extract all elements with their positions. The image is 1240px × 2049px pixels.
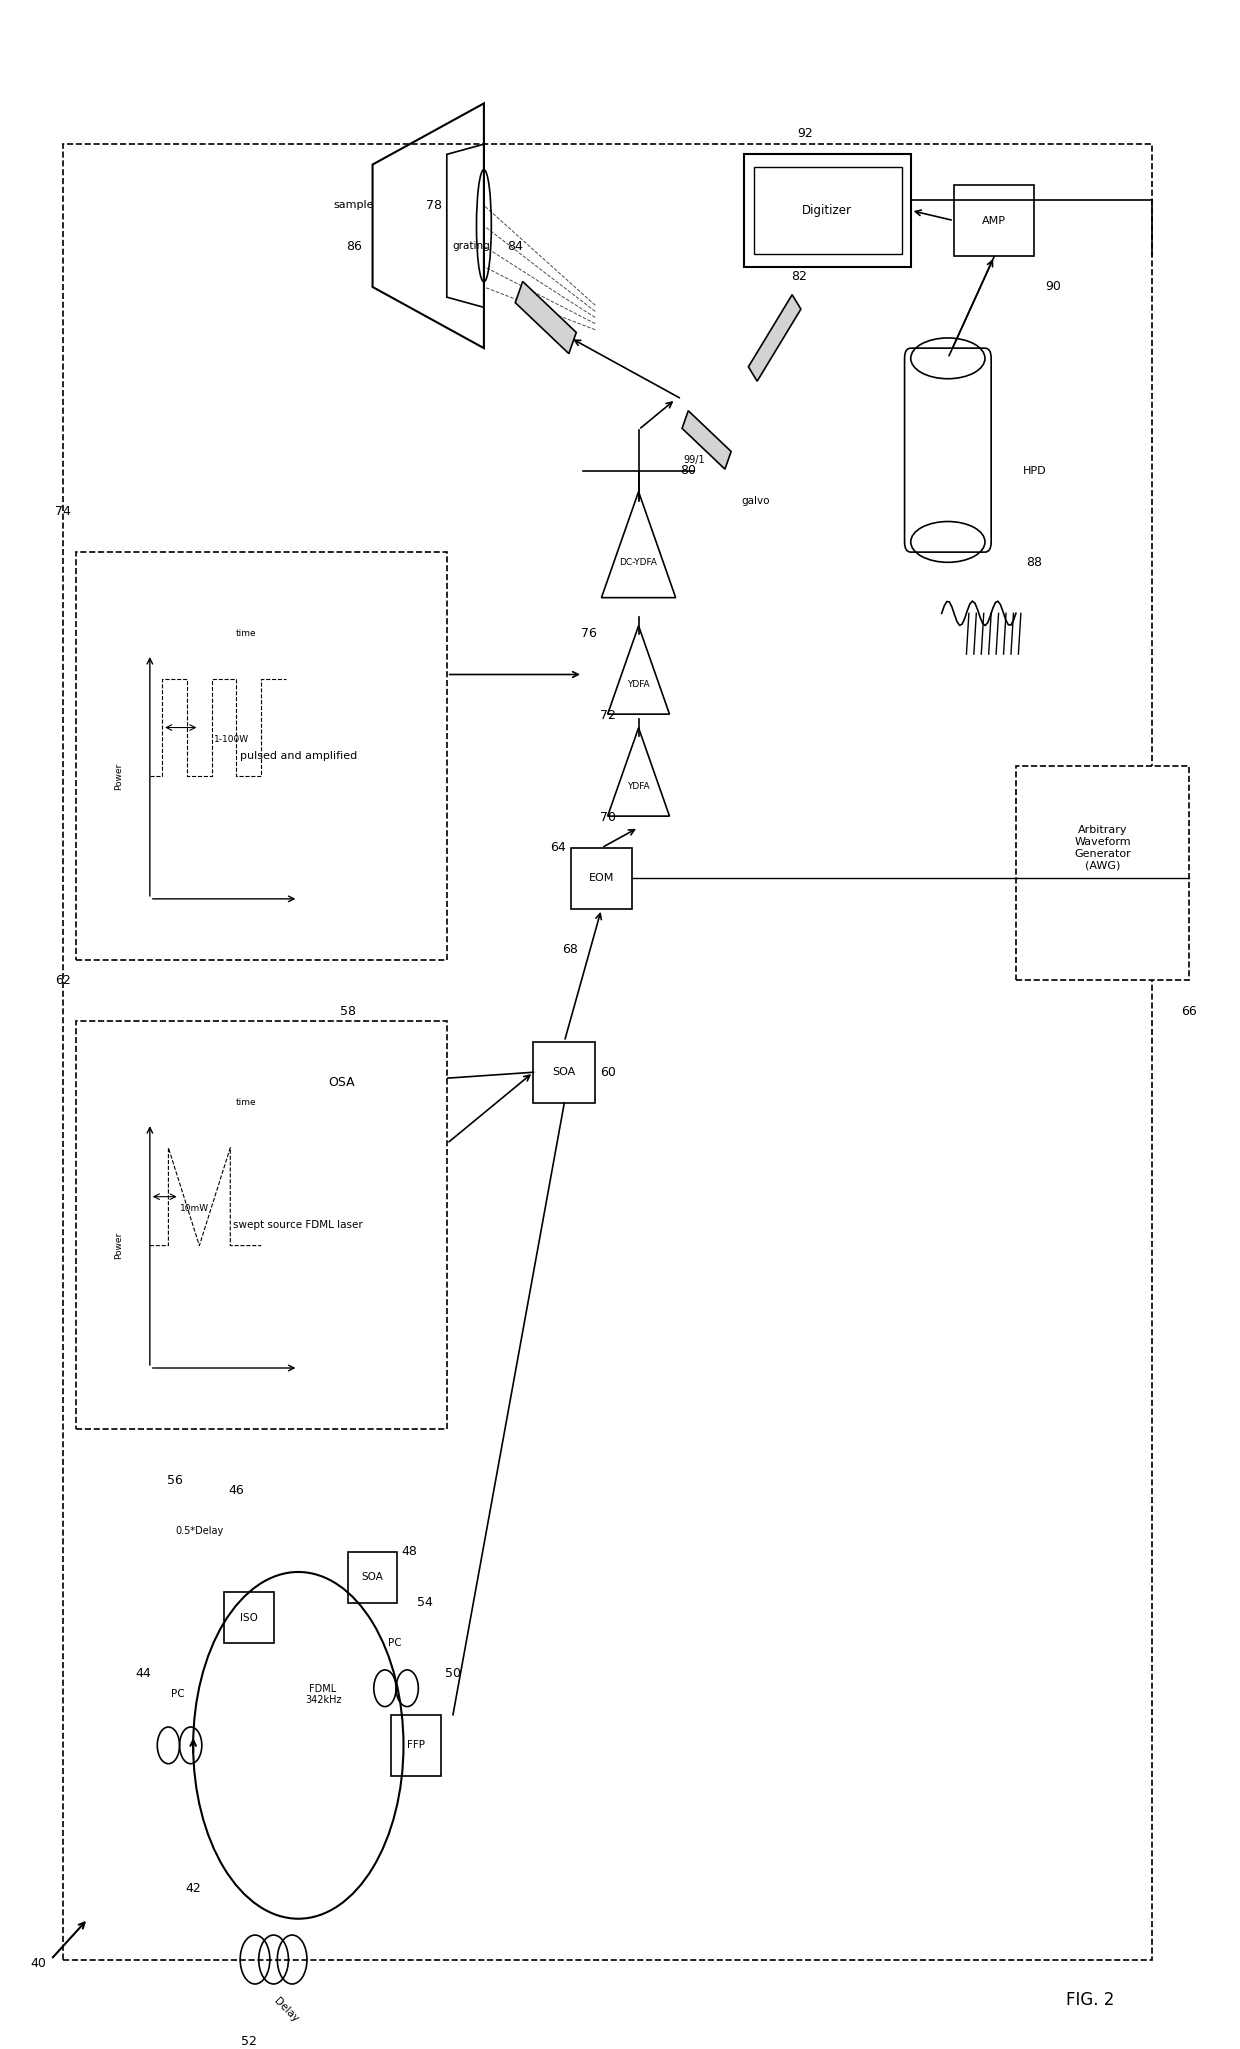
Text: time: time	[236, 1098, 257, 1106]
Text: 40: 40	[31, 1957, 46, 1969]
FancyBboxPatch shape	[63, 143, 1152, 1959]
FancyBboxPatch shape	[347, 1551, 397, 1602]
Text: Power: Power	[114, 1231, 124, 1260]
FancyBboxPatch shape	[904, 348, 991, 551]
FancyBboxPatch shape	[76, 551, 446, 961]
Text: 78: 78	[427, 199, 443, 211]
Text: FIG. 2: FIG. 2	[1066, 1992, 1115, 2010]
Text: 82: 82	[791, 270, 807, 283]
Text: PC: PC	[388, 1639, 402, 1647]
Text: 90: 90	[1045, 281, 1061, 293]
Text: HPD: HPD	[1023, 465, 1047, 475]
Text: 64: 64	[551, 842, 565, 854]
Text: FDML
342kHz: FDML 342kHz	[305, 1684, 341, 1705]
Text: 84: 84	[507, 240, 523, 252]
Text: 80: 80	[680, 463, 696, 477]
Text: 60: 60	[600, 1065, 615, 1078]
Text: 44: 44	[136, 1668, 151, 1680]
Text: pulsed and amplified: pulsed and amplified	[239, 752, 357, 760]
FancyBboxPatch shape	[224, 1592, 274, 1643]
Text: 52: 52	[241, 2035, 257, 2047]
Text: time: time	[236, 629, 257, 637]
Text: 68: 68	[563, 943, 578, 957]
Text: SOA: SOA	[362, 1572, 383, 1582]
Text: 46: 46	[228, 1483, 244, 1498]
FancyBboxPatch shape	[533, 1041, 595, 1102]
Text: PC: PC	[171, 1688, 185, 1699]
FancyBboxPatch shape	[954, 184, 1034, 256]
Text: 66: 66	[1182, 1004, 1197, 1018]
Text: 92: 92	[797, 127, 813, 141]
Text: 58: 58	[340, 1004, 356, 1018]
Text: 70: 70	[600, 811, 615, 824]
FancyBboxPatch shape	[754, 166, 901, 254]
Text: AMP: AMP	[982, 215, 1006, 225]
FancyBboxPatch shape	[744, 154, 910, 266]
Text: Delay: Delay	[272, 1996, 300, 2024]
Text: 0.5*Delay: 0.5*Delay	[175, 1527, 223, 1537]
Text: FFP: FFP	[407, 1740, 425, 1750]
Text: YDFA: YDFA	[627, 783, 650, 791]
Text: Power: Power	[114, 762, 124, 791]
Bar	[749, 295, 801, 381]
FancyBboxPatch shape	[1016, 766, 1189, 981]
Text: 50: 50	[445, 1668, 461, 1680]
Text: 10mW: 10mW	[180, 1205, 210, 1213]
Text: OSA: OSA	[329, 1076, 355, 1088]
Text: SOA: SOA	[553, 1068, 575, 1078]
Text: Digitizer: Digitizer	[802, 205, 852, 217]
Text: Arbitrary
Waveform
Generator
(AWG): Arbitrary Waveform Generator (AWG)	[1074, 826, 1131, 871]
Text: 99/1: 99/1	[683, 455, 706, 465]
Bar	[516, 281, 577, 354]
Text: swept source FDML laser: swept source FDML laser	[233, 1221, 363, 1229]
Text: sample: sample	[334, 201, 374, 211]
Text: 86: 86	[346, 240, 362, 252]
Text: 72: 72	[600, 709, 615, 721]
Text: 1-100W: 1-100W	[215, 736, 249, 744]
Text: 56: 56	[166, 1473, 182, 1488]
Text: EOM: EOM	[589, 873, 614, 883]
Text: 76: 76	[582, 627, 596, 639]
Text: 54: 54	[417, 1596, 433, 1608]
Text: 88: 88	[1027, 555, 1043, 570]
Text: grating: grating	[453, 242, 490, 252]
Text: 42: 42	[185, 1881, 201, 1895]
Text: ISO: ISO	[239, 1613, 258, 1623]
Text: galvo: galvo	[742, 496, 770, 506]
Text: 62: 62	[56, 973, 71, 988]
Text: DC-YDFA: DC-YDFA	[620, 557, 657, 568]
Text: 48: 48	[402, 1545, 418, 1557]
FancyBboxPatch shape	[76, 1020, 446, 1430]
FancyBboxPatch shape	[570, 848, 632, 910]
Text: YDFA: YDFA	[627, 680, 650, 688]
Text: 74: 74	[56, 504, 71, 518]
FancyBboxPatch shape	[391, 1715, 440, 1776]
FancyBboxPatch shape	[299, 1041, 384, 1123]
Bar	[682, 410, 732, 469]
